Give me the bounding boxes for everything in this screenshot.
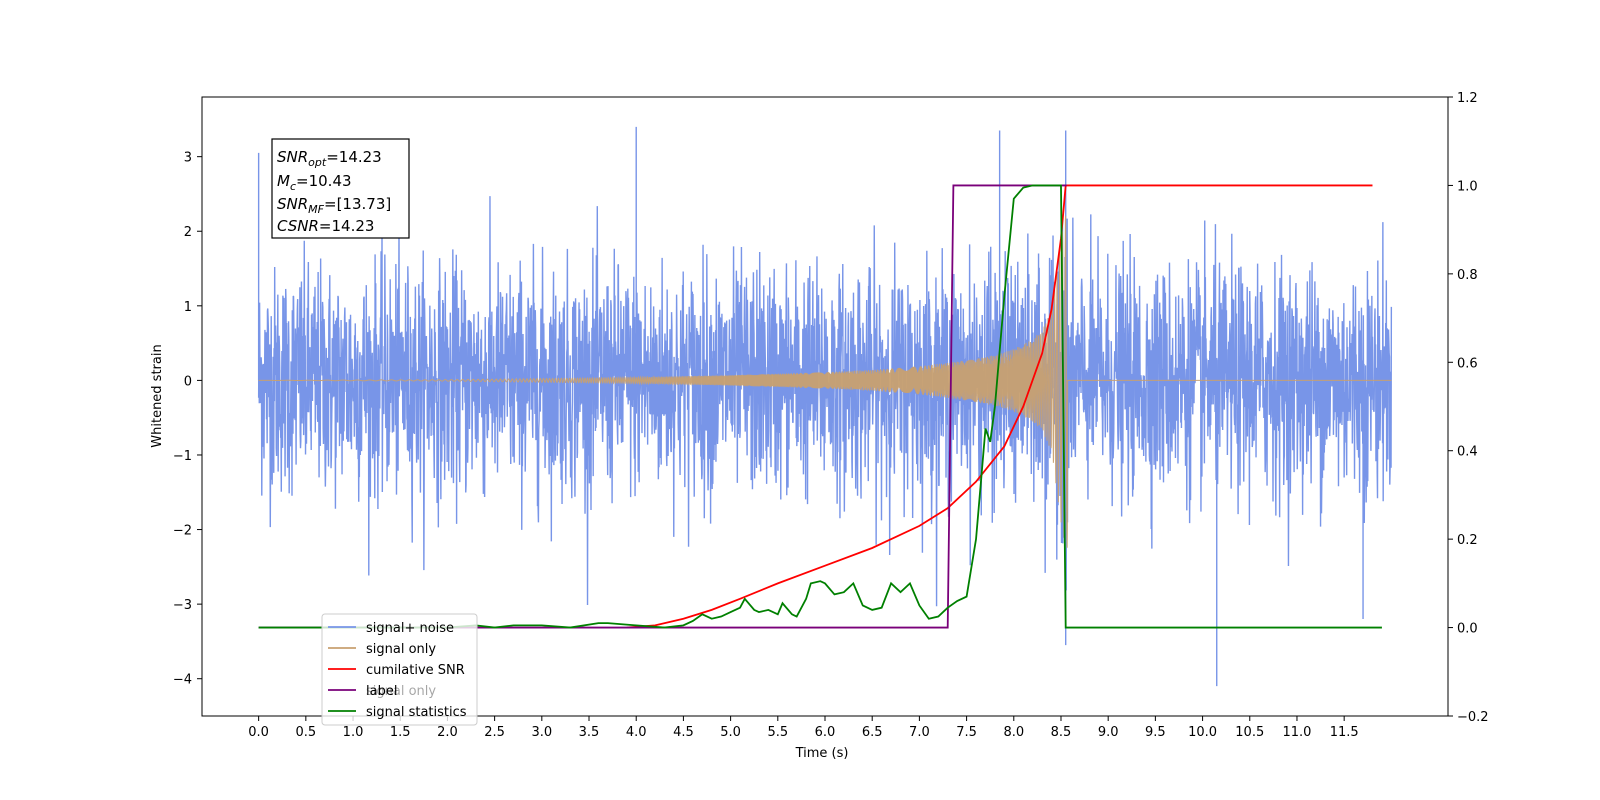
y-tick-label: −4: [173, 673, 192, 688]
x-tick-label: 3.0: [531, 725, 552, 740]
series-label: [258, 184, 1067, 629]
x-tick-label: 0.0: [248, 725, 269, 740]
legend-entry: signal+ noise: [366, 621, 454, 636]
stats-box-frame: [271, 138, 410, 239]
x-tick-label: 11.5: [1330, 725, 1359, 740]
y-tick-label: 0: [184, 374, 192, 389]
x-tick-label: 3.5: [579, 725, 600, 740]
y-right-tick-label: 0.2: [1457, 533, 1478, 548]
y-right-tick-label: −0.2: [1457, 710, 1489, 725]
legend-entry: signal only: [366, 642, 436, 657]
y-tick-label: −3: [173, 598, 192, 613]
x-tick-label: 5.5: [767, 725, 788, 740]
stat-csnr: CSNR=14.23: [277, 217, 374, 235]
x-axis-label: Time (s): [795, 746, 849, 761]
legend-frame: [321, 613, 478, 726]
y-right-tick-label: 0.4: [1457, 445, 1478, 460]
y-axis-label: Whitened strain: [150, 344, 165, 447]
y-right-tick-label: 0.8: [1457, 268, 1478, 283]
x-tick-label: 10.5: [1235, 725, 1264, 740]
y-right-tick-label: 1.2: [1457, 91, 1478, 106]
x-tick-label: 8.5: [1051, 725, 1072, 740]
x-tick-label: 7.0: [909, 725, 930, 740]
plot-area: [257, 126, 1393, 687]
x-tick-label: 5.0: [720, 725, 741, 740]
x-tick-label: 10.0: [1188, 725, 1217, 740]
x-tick-label: 1.5: [390, 725, 411, 740]
y-tick-label: −1: [173, 449, 192, 464]
stat-mc: Mc=10.43: [277, 172, 352, 193]
legend-entry: signal statistics: [366, 705, 467, 720]
legend-entry: label: [366, 684, 397, 699]
x-tick-label: 4.0: [626, 725, 647, 740]
x-tick-label: 0.5: [295, 725, 316, 740]
x-tick-label: 2.0: [437, 725, 458, 740]
x-tick-label: 8.0: [1003, 725, 1024, 740]
x-tick-label: 7.5: [956, 725, 977, 740]
x-tick-label: 2.5: [484, 725, 505, 740]
y-right-tick-label: 0.6: [1457, 356, 1478, 371]
y-tick-label: 2: [184, 225, 192, 240]
stats-box: SNRopt=14.23 Mc=10.43 SNRMF=[13.73] CSNR…: [271, 138, 410, 239]
series-signal-only: [258, 215, 1392, 548]
y-right-tick-label: 0.0: [1457, 622, 1478, 637]
x-tick-label: 6.0: [815, 725, 836, 740]
y-tick-label: −2: [173, 524, 192, 539]
y-tick-label: 1: [184, 300, 192, 315]
axes: 0.0 0.5 1.0 1.5 2.0 2.5 3.0 3.5 4.0 4.5 5.0 5.5 6.0 6…: [173, 91, 1489, 740]
y-right-tick-label: 1.0: [1457, 179, 1478, 194]
series-signal-statistics: [258, 184, 1382, 629]
x-tick-label: 6.5: [862, 725, 883, 740]
series-signal-noise: [257, 126, 1393, 687]
x-tick-label: 9.5: [1145, 725, 1166, 740]
legend: signal+ noise signal only cumilative SNR la…: [321, 613, 478, 726]
x-tick-label: 11.0: [1282, 725, 1311, 740]
y-tick-label: 3: [184, 151, 192, 166]
stat-snr-opt: SNRopt=14.23: [277, 148, 382, 169]
x-tick-label: 1.0: [343, 725, 364, 740]
x-tick-label: 4.5: [673, 725, 694, 740]
legend-entry: cumilative SNR: [366, 663, 465, 678]
x-tick-label: 9.0: [1098, 725, 1119, 740]
stat-snr-mf: SNRMF=[13.73]: [277, 195, 391, 216]
legend-overlap-text: signal only: [366, 684, 436, 699]
